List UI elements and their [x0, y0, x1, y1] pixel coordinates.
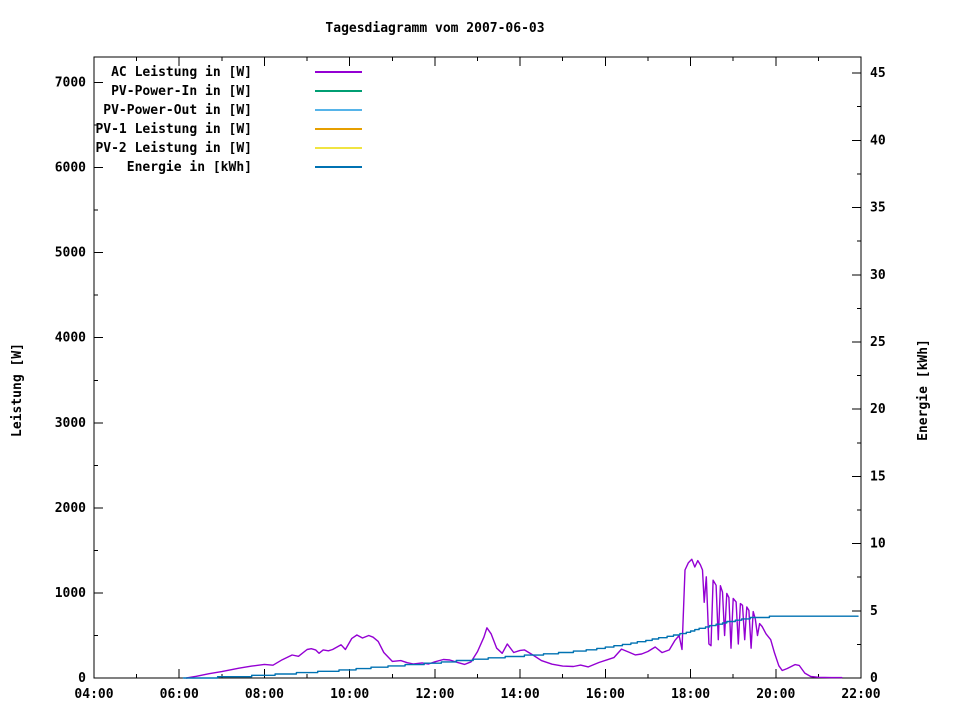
y-right-tick-label: 35 [870, 201, 886, 216]
x-axis-tick-label: 04:00 [74, 687, 113, 702]
y-left-tick-label: 7000 [55, 76, 86, 91]
x-axis-tick-label: 16:00 [586, 687, 625, 702]
legend: AC Leistung in [W] PV-Power-In in [W] PV-P… [95, 65, 362, 175]
y-right-tick-label: 30 [870, 268, 886, 283]
y-right-tick-label: 10 [870, 537, 886, 552]
series-line-energie-in-kwh [182, 615, 859, 679]
y-left-tick-label: 6000 [55, 161, 86, 176]
legend-label-energie-in-kwh: Energie in [kWh] [127, 160, 252, 175]
data-series [182, 558, 859, 679]
legend-label-ac-leistung-in-w: AC Leistung in [W] [111, 65, 252, 80]
chart-title: Tagesdiagramm vom 2007-06-03 [325, 21, 544, 36]
x-axis-tick-label: 20:00 [756, 687, 795, 702]
legend-label-pv-power-out-in-w: PV-Power-Out in [W] [103, 103, 252, 118]
y-left-tick-label: 4000 [55, 331, 86, 346]
y-left-tick-label: 5000 [55, 246, 86, 261]
y-right-tick-label: 40 [870, 133, 886, 148]
y-right-tick-label: 20 [870, 402, 886, 417]
y-right-axis-label: Energie [kWh] [916, 339, 931, 441]
y-left-tick-label: 2000 [55, 501, 86, 516]
y-left-tick-label: 3000 [55, 416, 86, 431]
x-axis-tick-label: 14:00 [501, 687, 540, 702]
x-axis-tick-label: 12:00 [415, 687, 454, 702]
x-axis-tick-label: 22:00 [841, 687, 880, 702]
x-axis-tick-label: 06:00 [160, 687, 199, 702]
y-right-tick-label: 45 [870, 66, 886, 81]
x-axis-tick-label: 08:00 [245, 687, 284, 702]
x-axis-tick-label: 18:00 [671, 687, 710, 702]
y-right-tick-label: 0 [870, 671, 878, 686]
y-right-tick-label: 25 [870, 335, 886, 350]
y-left-tick-label: 1000 [55, 586, 86, 601]
legend-label-pv-2-leistung-in-w: PV-2 Leistung in [W] [95, 141, 252, 156]
y-left-tick-label: 0 [78, 671, 86, 686]
series-line-ac-leistung-in-w [185, 558, 843, 679]
legend-label-pv-power-in-in-w: PV-Power-In in [W] [111, 84, 252, 99]
y-left-axis-label: Leistung [W] [10, 343, 25, 437]
y-right-tick-label: 5 [870, 604, 878, 619]
x-axis-tick-label: 10:00 [330, 687, 369, 702]
y-right-tick-label: 15 [870, 469, 886, 484]
axis-ticks: 04:00 06:00 08:00 10:00 12:00 14:00 16:00 18:00… [55, 57, 886, 702]
legend-label-pv-1-leistung-in-w: PV-1 Leistung in [W] [95, 122, 252, 137]
